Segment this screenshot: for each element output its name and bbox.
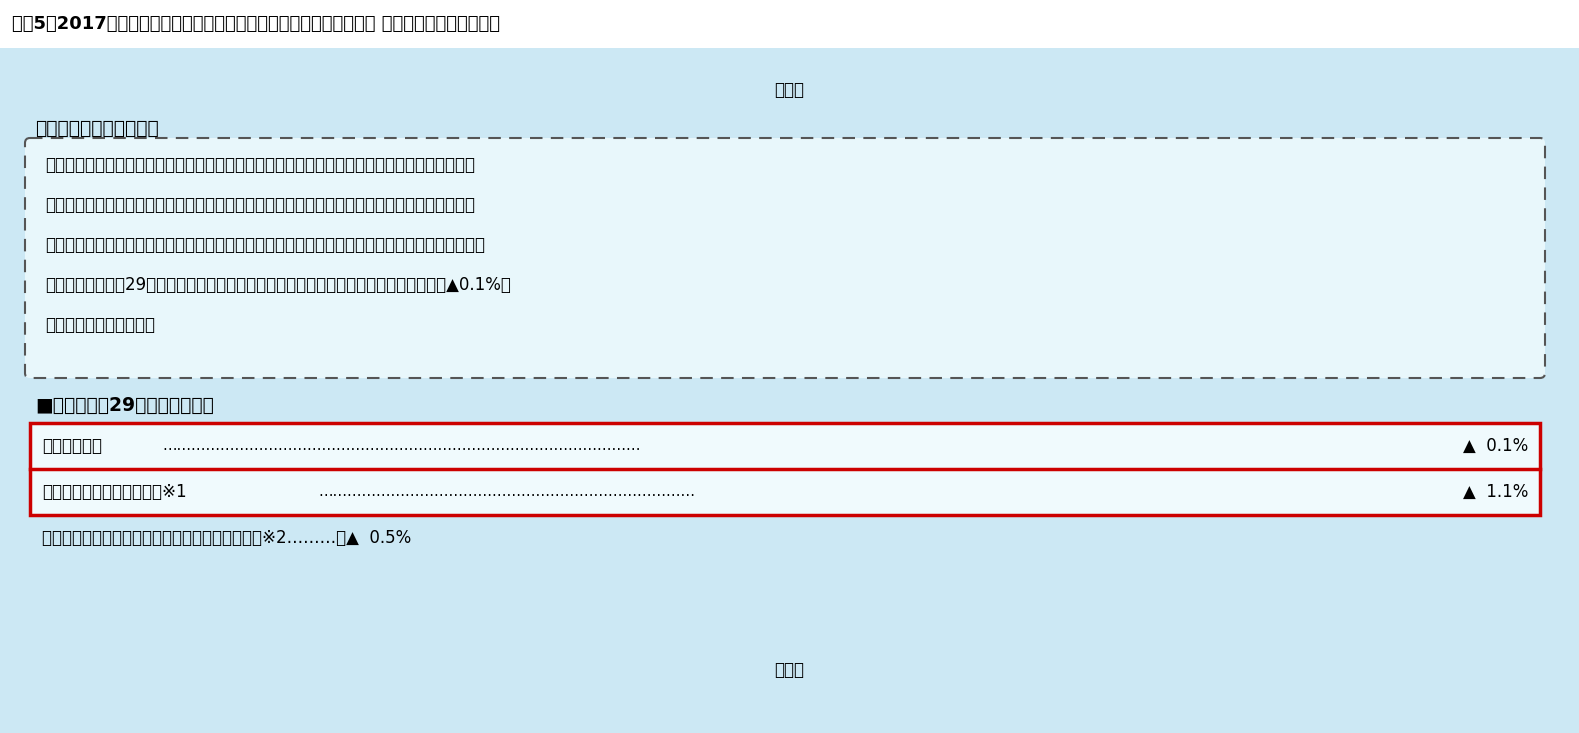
Bar bbox=[30, 423, 1540, 469]
Text: 【年金額の改定ルール】: 【年金額の改定ルール】 bbox=[35, 119, 159, 138]
FancyBboxPatch shape bbox=[0, 0, 1579, 48]
Text: 金）、受給中の年金額（既裁定年金）ともに、物価変動率によって改定することとされています。: 金）、受給中の年金額（既裁定年金）ともに、物価変動率によって改定することとされて… bbox=[44, 236, 485, 254]
Text: ・名目手取り賃金変動率　※1: ・名目手取り賃金変動率 ※1 bbox=[43, 483, 186, 501]
Text: ………………………………………………………………………………………: ……………………………………………………………………………………… bbox=[163, 438, 641, 454]
Text: ・物価変動率: ・物価変動率 bbox=[43, 437, 103, 455]
Text: 図表5　2017年度の年金額改定に関する厚生労働省のプレスリリース （本則改定ルール関連）: 図表5 2017年度の年金額改定に関する厚生労働省のプレスリリース （本則改定ル… bbox=[13, 15, 501, 33]
Text: このため、平成29年度の年金額は、新規裁定年金、既裁定年金ともに、物価変動率（▲0.1%）: このため、平成29年度の年金額は、新規裁定年金、既裁定年金ともに、物価変動率（▲… bbox=[44, 276, 512, 294]
Text: ・マクロ経済スライドによる「スライド調整率」※2………　▲  0.5%: ・マクロ経済スライドによる「スライド調整率」※2……… ▲ 0.5% bbox=[43, 529, 411, 547]
Text: 年金額の改定については、法律上、物価変動率、名目手取り賃金変動率がともにマイナスで、: 年金額の改定については、法律上、物価変動率、名目手取り賃金変動率がともにマイナス… bbox=[44, 156, 475, 174]
Text: ……………………………………………………………………: …………………………………………………………………… bbox=[317, 485, 695, 499]
Bar bbox=[30, 423, 1540, 515]
Text: 名目手取り賃金変動率が物価変動率を下回る場合、年金を受給し始める際の年金額（新規裁定年: 名目手取り賃金変動率が物価変動率を下回る場合、年金を受給し始める際の年金額（新規… bbox=[44, 196, 475, 214]
Text: （略）: （略） bbox=[774, 661, 804, 679]
FancyBboxPatch shape bbox=[25, 55, 1554, 715]
Text: ■参考：平成29年度の参考指標: ■参考：平成29年度の参考指標 bbox=[35, 396, 213, 414]
FancyBboxPatch shape bbox=[25, 138, 1544, 378]
Text: （略）: （略） bbox=[774, 81, 804, 99]
Text: ▲  1.1%: ▲ 1.1% bbox=[1462, 483, 1528, 501]
Text: ▲  0.1%: ▲ 0.1% bbox=[1462, 437, 1528, 455]
Bar bbox=[30, 469, 1540, 515]
Text: によって改定されます。: によって改定されます。 bbox=[44, 316, 155, 334]
